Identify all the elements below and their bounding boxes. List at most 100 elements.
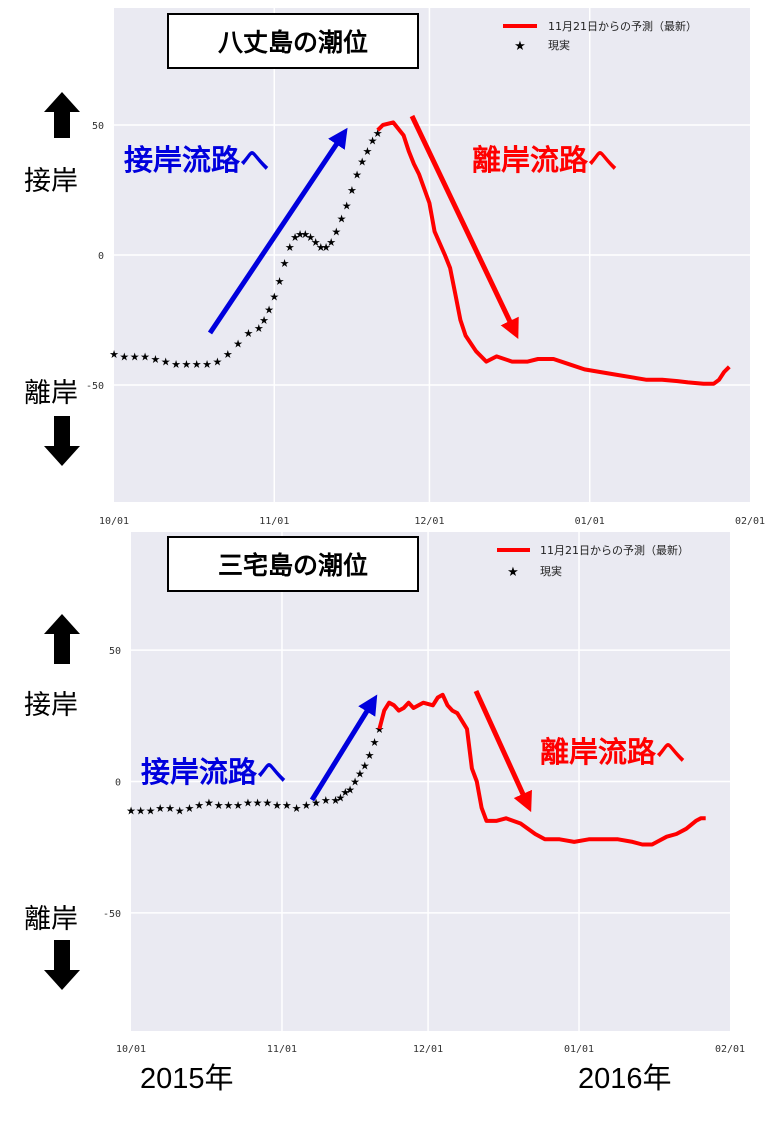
toward-shore-arrow [309, 694, 378, 802]
legend-forecast-label: 11月21日からの予測（最新） [548, 19, 697, 33]
away-shore-arrow [409, 114, 519, 340]
observed-point: ★ [243, 797, 253, 810]
observed-point: ★ [136, 804, 146, 817]
down-arrow-icon [44, 940, 80, 990]
observed-point: ★ [269, 291, 279, 304]
up-arrow-icon [44, 614, 80, 664]
away-annotation: 離岸流路へ [540, 735, 685, 769]
toward-annotation: 接岸流路へ [124, 143, 269, 177]
toward-annotation: 接岸流路へ [141, 755, 286, 789]
observed-point: ★ [253, 797, 263, 810]
observed-point: ★ [184, 802, 194, 815]
title-box [167, 536, 419, 592]
observed-point: ★ [233, 799, 243, 812]
chart-title: 三宅島の潮位 [218, 551, 368, 580]
observed-point: ★ [223, 799, 233, 812]
x-tick-label: 12/01 [413, 1044, 443, 1055]
away-shore-label: 離岸 [24, 904, 78, 935]
observed-point: ★ [254, 322, 264, 335]
year-label-2016: 2016年 [578, 1062, 672, 1095]
observed-series: ★ ★ ★ ★ ★ ★ ★ ★ ★ ★ ★★★★ ★★★★★★★★★★★★★★★★★★★★★★★★ [109, 127, 383, 371]
observed-point: ★ [161, 356, 171, 369]
observed-point: ★ [194, 799, 204, 812]
observed-point: ★ [373, 127, 383, 140]
observed-point: ★ [212, 356, 222, 369]
observed-point: ★ [119, 350, 129, 363]
forecast-line [377, 692, 706, 847]
observed-series: ★ ★ ★ ★ ★ ★ ★ ★ ★ ★ ★ ★ ★ ★ ★ ★ ★ ★ ★ ★ ★ ★★★★★★★★★★ [126, 723, 384, 817]
observed-point: ★ [374, 723, 384, 736]
observed-point: ★ [155, 802, 165, 815]
observed-point: ★ [295, 228, 305, 241]
toward-shore-label: 接岸 [24, 166, 78, 197]
observed-point: ★ [146, 804, 156, 817]
observed-point: ★ [342, 200, 352, 213]
observed-point: ★ [140, 350, 150, 363]
observed-point: ★ [280, 257, 290, 270]
observed-point: ★ [331, 794, 341, 807]
x-tick-label: 11/01 [259, 516, 289, 527]
observed-point: ★ [285, 241, 295, 254]
legend: 11月21日からの予測（最新） ★ 現実 [497, 543, 689, 580]
y-tick-label: 0 [115, 778, 121, 789]
away-shore-label: 離岸 [24, 378, 78, 409]
observed-point: ★ [321, 241, 331, 254]
year-label-2015: 2015年 [140, 1062, 234, 1095]
observed-point: ★ [311, 797, 321, 810]
observed-point: ★ [301, 799, 311, 812]
x-tick-label: 01/01 [575, 516, 605, 527]
observed-point: ★ [352, 168, 362, 181]
legend-observed-marker: ★ [507, 565, 519, 580]
observed-point: ★ [223, 348, 233, 361]
toward-shore-label: 接岸 [24, 690, 78, 721]
observed-point: ★ [306, 231, 316, 244]
x-tick-label: 12/01 [414, 516, 444, 527]
observed-point: ★ [290, 231, 300, 244]
observed-point: ★ [316, 241, 326, 254]
observed-point: ★ [181, 358, 191, 371]
observed-point: ★ [109, 348, 119, 361]
observed-point: ★ [357, 155, 367, 168]
observed-point: ★ [340, 786, 350, 799]
miyakejima-chart: 10/01 11/01 12/01 01/01 02/01 500-50 ★ ★ ★ ★ ★ ★ ★… [103, 532, 745, 1055]
hachijojima-chart: 10/01 11/01 12/01 01/01 02/01 500-50 ★ ★ ★ ★ ★ ★ ★… [86, 8, 765, 527]
observed-point: ★ [326, 236, 336, 249]
x-ticks: 10/01 11/01 12/01 01/01 02/01 [99, 516, 765, 527]
y-tick-label: -50 [86, 381, 104, 392]
y-tick-label: 0 [98, 251, 104, 262]
observed-point: ★ [282, 799, 292, 812]
observed-point: ★ [262, 797, 272, 810]
up-arrow-icon [44, 92, 80, 138]
observed-point: ★ [350, 776, 360, 789]
observed-point: ★ [335, 791, 345, 804]
observed-point: ★ [175, 804, 185, 817]
observed-point: ★ [204, 797, 214, 810]
chart-title: 八丈島の潮位 [218, 28, 368, 57]
y-ticks: 50 0 -50 [86, 121, 104, 392]
x-tick-label: 02/01 [735, 516, 765, 527]
observed-point: ★ [300, 228, 310, 241]
observed-point: ★ [368, 135, 378, 148]
observed-point: ★ [150, 353, 160, 366]
legend-observed-marker: ★ [514, 39, 526, 54]
away-annotation: 離岸流路へ [472, 143, 617, 177]
x-tick-label: 01/01 [564, 1044, 594, 1055]
down-arrow-icon [44, 416, 80, 466]
observed-point: ★ [345, 783, 355, 796]
x-ticks: 10/01 11/01 12/01 01/01 02/01 [116, 1044, 745, 1055]
observed-point: ★ [171, 358, 181, 371]
grid [114, 8, 750, 502]
y-tick-label: 50 [92, 121, 104, 132]
observed-point: ★ [165, 802, 175, 815]
observed-point: ★ [360, 760, 370, 773]
observed-point: ★ [362, 145, 372, 158]
title-box [167, 13, 419, 69]
x-tick-label: 10/01 [116, 1044, 146, 1055]
observed-point: ★ [370, 736, 380, 749]
observed-point: ★ [214, 799, 224, 812]
observed-point: ★ [233, 337, 243, 350]
y-tick-label: 50 [109, 646, 121, 657]
forecast-line [376, 120, 731, 386]
legend: 11月21日からの予測（最新） ★ 現実 [503, 19, 697, 54]
